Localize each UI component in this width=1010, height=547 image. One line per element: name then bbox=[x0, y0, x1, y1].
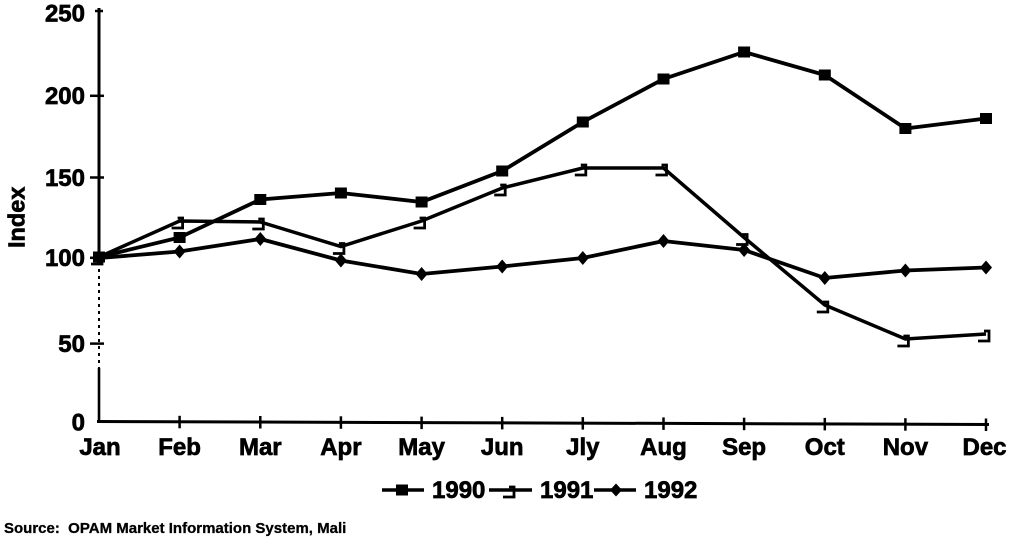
svg-text:0: 0 bbox=[72, 409, 85, 436]
svg-text:Jun: Jun bbox=[481, 434, 524, 461]
svg-text:150: 150 bbox=[45, 165, 85, 192]
svg-text:Sep: Sep bbox=[722, 434, 766, 461]
svg-text:Aug: Aug bbox=[640, 434, 687, 461]
svg-text:Apr: Apr bbox=[320, 434, 361, 461]
svg-text:Source: OPAM Market Informati: Source: OPAM Market Information System, … bbox=[4, 520, 346, 537]
svg-text:Feb: Feb bbox=[158, 434, 201, 461]
svg-text:Jly: Jly bbox=[566, 434, 600, 461]
svg-text:250: 250 bbox=[45, 0, 85, 27]
svg-text:Jan: Jan bbox=[79, 434, 120, 461]
svg-text:200: 200 bbox=[45, 83, 85, 110]
svg-text:1990: 1990 bbox=[432, 477, 485, 504]
svg-text:Oct: Oct bbox=[805, 434, 845, 461]
svg-text:Nov: Nov bbox=[883, 434, 929, 461]
svg-text:Mar: Mar bbox=[239, 434, 282, 461]
svg-text:May: May bbox=[398, 434, 445, 461]
svg-text:100: 100 bbox=[45, 245, 85, 272]
svg-text:50: 50 bbox=[58, 331, 85, 358]
svg-text:1992: 1992 bbox=[644, 477, 697, 504]
svg-text:Dec: Dec bbox=[962, 434, 1006, 461]
svg-text:1991: 1991 bbox=[540, 477, 593, 504]
svg-text:Index: Index bbox=[4, 187, 30, 248]
